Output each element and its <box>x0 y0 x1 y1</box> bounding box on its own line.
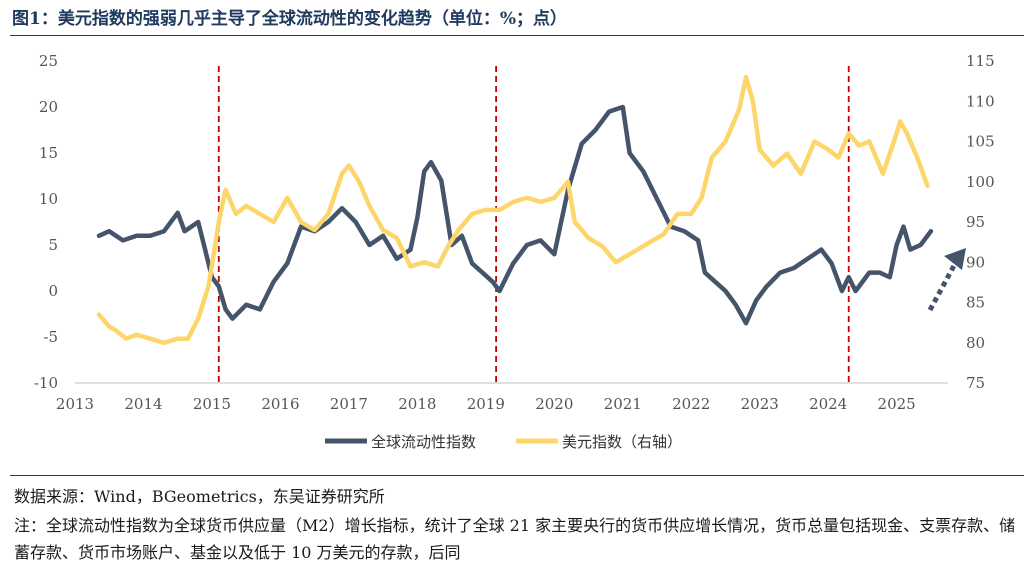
x-tick-label: 2025 <box>878 395 916 413</box>
left-tick-label: 15 <box>39 144 58 162</box>
x-tick-label: 2020 <box>535 395 573 413</box>
x-tick-label: 2013 <box>56 395 94 413</box>
trend-arrow <box>927 248 966 312</box>
right-tick-label: 75 <box>966 374 985 392</box>
x-tick-label: 2019 <box>467 395 505 413</box>
right-tick-label: 100 <box>966 173 995 191</box>
right-y-axis: 115 110 105 100 95 90 85 80 75 <box>966 52 995 392</box>
event-markers <box>217 66 850 385</box>
x-tick-label: 2021 <box>604 395 642 413</box>
x-tick-label: 2022 <box>672 395 710 413</box>
x-tick-label: 2024 <box>809 395 847 413</box>
right-tick-label: 105 <box>966 133 995 151</box>
left-tick-label: -5 <box>43 328 58 346</box>
left-tick-label: 25 <box>39 52 58 70</box>
left-tick-label: 10 <box>39 190 58 208</box>
right-tick-label: 115 <box>966 52 995 70</box>
right-tick-label: 90 <box>966 253 985 271</box>
right-tick-label: 80 <box>966 334 985 352</box>
right-tick-label: 110 <box>966 92 995 110</box>
right-tick-label: 85 <box>966 294 985 312</box>
legend: 全球流动性指数 美元指数（右轴） <box>325 433 682 451</box>
x-tick-label: 2016 <box>261 395 299 413</box>
footer-divider <box>10 475 1024 476</box>
trend-arrow-head <box>944 248 966 270</box>
left-tick-label: -10 <box>34 374 58 392</box>
x-tick-label: 2015 <box>193 395 231 413</box>
left-y-axis: 25 20 15 10 5 0 -5 -10 <box>34 52 58 392</box>
x-tick-label: 2014 <box>124 395 162 413</box>
x-tick-label: 2017 <box>330 395 368 413</box>
trend-arrow-shaft <box>927 260 959 312</box>
x-tick-label: 2023 <box>741 395 779 413</box>
x-axis: 2013 2014 2015 2016 2017 2018 2019 2020 2021 2022… <box>56 382 948 413</box>
source-note: 数据来源：Wind，BGeometrics，东吴证券研究所 <box>14 487 385 506</box>
right-tick-label: 95 <box>966 213 985 231</box>
footnote: 注：全球流动性指数为全球货币供应量（M2）增长指标，统计了全球 21 家主要央行… <box>14 516 1016 562</box>
left-tick-label: 5 <box>48 236 58 254</box>
legend-label: 美元指数（右轴） <box>562 433 682 451</box>
x-tick-label: 2018 <box>398 395 436 413</box>
series-line-dxy <box>96 74 930 346</box>
series-line-liquidity <box>96 104 934 326</box>
left-tick-label: 0 <box>48 282 58 300</box>
series-group <box>96 74 934 346</box>
left-tick-label: 20 <box>39 98 58 116</box>
legend-label: 全球流动性指数 <box>371 433 476 451</box>
title-divider <box>10 35 1024 36</box>
figure-title: 图1：美元指数的强弱几乎主导了全球流动性的变化趋势（单位：%；点） <box>12 9 567 29</box>
